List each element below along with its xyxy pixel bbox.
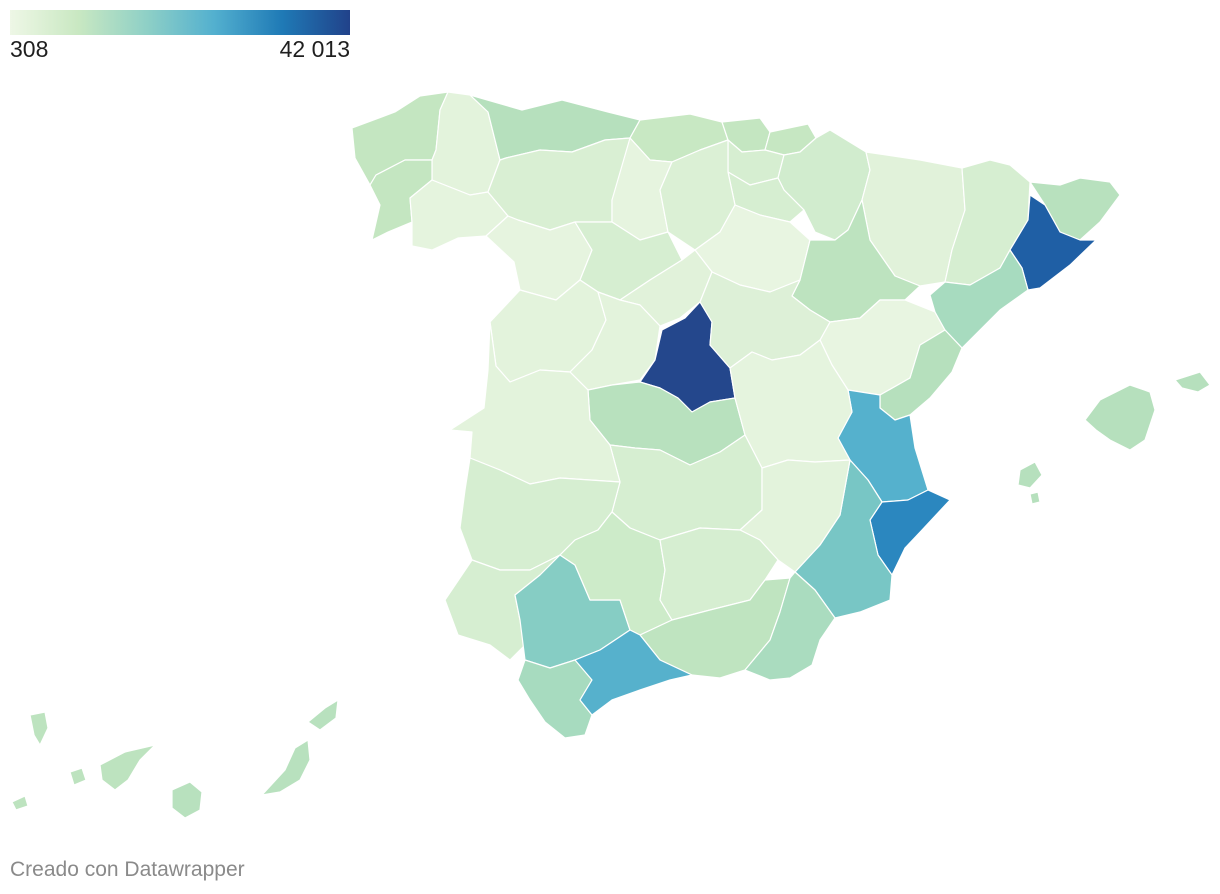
legend-gradient-bar <box>10 10 350 35</box>
region-canarias-oeste[interactable] <box>11 795 29 811</box>
region-canarias-oeste[interactable] <box>99 744 156 791</box>
region-canarias-oeste[interactable] <box>69 767 87 786</box>
region-ibiza[interactable] <box>1029 491 1041 505</box>
region-menorca[interactable] <box>1174 371 1211 393</box>
region-mallorca[interactable] <box>1084 384 1156 451</box>
region-ibiza[interactable] <box>1017 461 1043 489</box>
region-canarias-este[interactable] <box>261 739 311 796</box>
region-canarias-oeste[interactable] <box>29 711 49 746</box>
region-guadalajara[interactable] <box>699 271 831 369</box>
region-almeria[interactable] <box>744 571 836 681</box>
region-huesca[interactable] <box>861 151 966 287</box>
region-canarias-este[interactable] <box>171 781 203 819</box>
color-legend: 308 42 013 <box>10 10 350 62</box>
region-albacete[interactable] <box>739 459 851 573</box>
region-malaga[interactable] <box>574 629 693 716</box>
legend-min-label: 308 <box>10 36 49 62</box>
legend-max-label: 42 013 <box>279 36 350 62</box>
region-canarias-este[interactable] <box>307 699 339 731</box>
region-tarragona[interactable] <box>929 249 1029 349</box>
region-avila[interactable] <box>569 291 661 391</box>
datawrapper-credit: Creado con Datawrapper <box>10 858 245 881</box>
